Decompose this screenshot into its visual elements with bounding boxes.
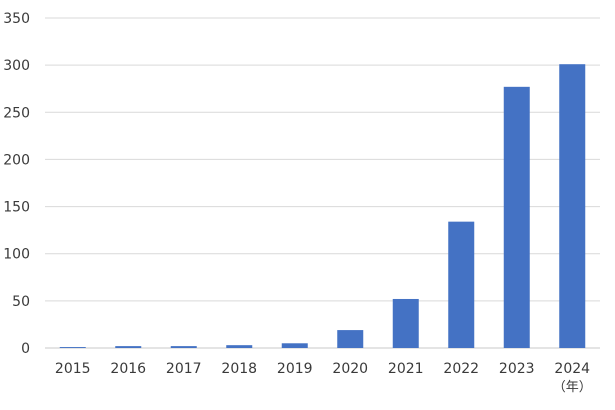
bar-2024	[559, 64, 586, 348]
x-axis-ticks: 2015 2016 2017 2018 2019 2020 2021 2022 2023 2024	[55, 361, 590, 377]
x-tick-label: 2017	[166, 361, 202, 377]
x-tick-label: 2023	[499, 361, 535, 377]
bar-2019	[281, 343, 308, 348]
bars	[59, 64, 586, 348]
y-tick-label: 150	[3, 200, 30, 216]
bar-2023	[503, 86, 530, 348]
bar-2021	[392, 298, 419, 348]
x-tick-label: 2019	[277, 361, 313, 377]
bar-2020	[337, 330, 364, 348]
x-tick-label: 2020	[332, 361, 368, 377]
x-tick-label: 2015	[55, 361, 91, 377]
bar-2017	[170, 346, 197, 348]
x-tick-label: 2016	[110, 361, 146, 377]
bar-2016	[115, 346, 142, 348]
bar-2018	[226, 345, 253, 348]
y-tick-label: 0	[21, 341, 30, 357]
y-tick-label: 100	[3, 247, 30, 263]
x-tick-label: 2018	[221, 361, 257, 377]
gridlines	[45, 17, 600, 349]
y-axis-ticks: 0 50 100 150 200 250 300 350	[3, 11, 30, 357]
y-tick-label: 300	[3, 58, 30, 74]
y-tick-label: 350	[3, 11, 30, 27]
x-tick-label: 2024	[554, 361, 590, 377]
x-axis-unit-label: （年）	[553, 380, 592, 395]
x-tick-label: 2021	[388, 361, 424, 377]
x-tick-label: 2022	[443, 361, 479, 377]
y-tick-label: 250	[3, 105, 30, 121]
y-tick-label: 50	[12, 294, 30, 310]
y-tick-label: 200	[3, 152, 30, 168]
bar-2022	[448, 221, 475, 348]
bar-2015	[59, 347, 86, 348]
